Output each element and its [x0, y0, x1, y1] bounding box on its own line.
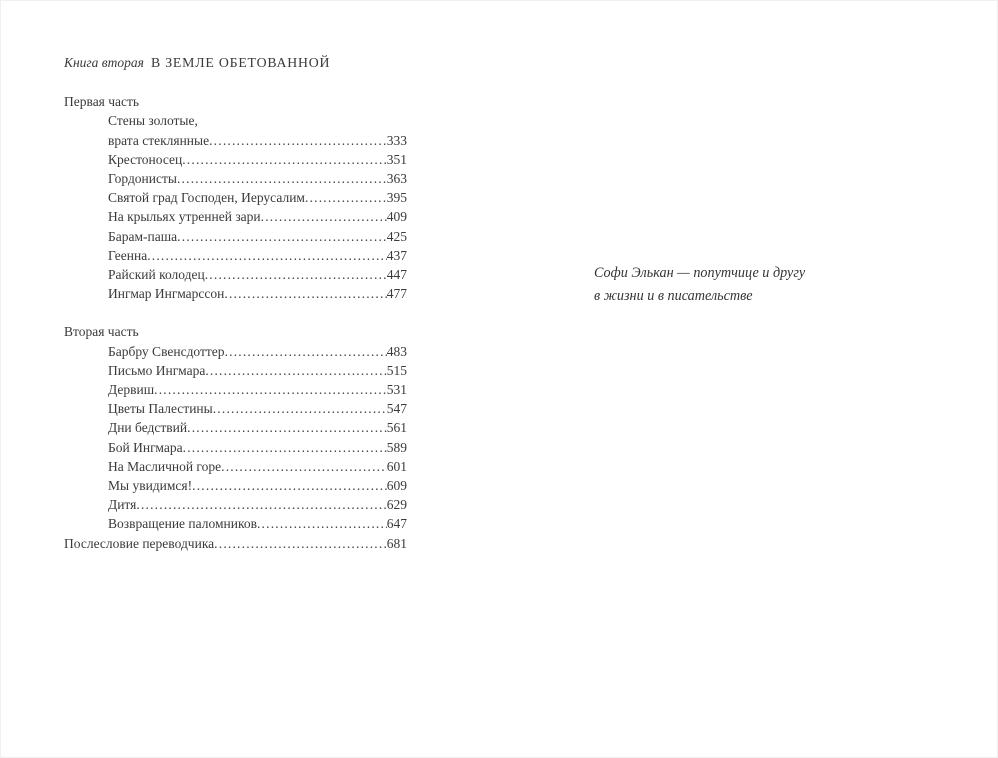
- toc-entry-page: 333: [386, 132, 407, 148]
- dot-leader: [183, 438, 387, 457]
- toc-entry-page: 547: [386, 401, 407, 417]
- toc-row: Возвращение паломников 647: [108, 514, 407, 533]
- toc-entry-page: 629: [386, 497, 407, 513]
- toc-entry-title: Гордонисты: [108, 171, 177, 187]
- toc-entry-title: врата стеклянные: [108, 132, 210, 148]
- toc-entry-title: Ингмар Ингмарссон: [108, 286, 225, 302]
- toc-row: Барам-паша 425: [108, 227, 407, 246]
- toc-entry-page: 409: [386, 209, 407, 225]
- toc-section-part-2: Вторая часть Барбру Свенсдоттер 483 Письмо…: [64, 322, 407, 533]
- toc-entry-page: 363: [386, 171, 407, 187]
- toc-entry-title: Барбру Свенсдоттер: [108, 343, 225, 359]
- toc-entry-page: 681: [386, 535, 407, 551]
- toc-entry-page: 589: [386, 439, 407, 455]
- dot-leader: [209, 131, 387, 150]
- toc-entry-title: Дервиш: [108, 382, 155, 398]
- toc-entry-title: Крестоносец: [108, 151, 183, 167]
- toc-row: Крестоносец 351: [108, 150, 407, 169]
- dot-leader: [225, 342, 387, 361]
- toc-entry-title: Дни бедствий: [108, 420, 188, 436]
- toc-entry-page: 561: [386, 420, 407, 436]
- toc-entry-pretitle: Стены золотые,: [108, 113, 198, 129]
- book-title: В ЗЕМЛЕ ОБЕТОВАННОЙ: [150, 55, 331, 70]
- dot-leader: [214, 534, 387, 553]
- toc-entry-title: Барам-паша: [108, 228, 178, 244]
- toc-entries-2: Барбру Свенсдоттер 483 Письмо Ингмара 515 Де…: [64, 342, 407, 534]
- dot-leader: [187, 418, 387, 437]
- toc-row: Цветы Палестины 547: [108, 399, 407, 418]
- toc-row: Дервиш 531: [108, 380, 407, 399]
- toc-row: врата стеклянные 333: [108, 131, 407, 150]
- toc-entry-page: 477: [386, 286, 407, 302]
- dot-leader: [305, 188, 387, 207]
- book-header: Книга вторая В ЗЕМЛЕ ОБЕТОВАННОЙ: [64, 53, 407, 72]
- dot-leader: [221, 457, 387, 476]
- dot-leader: [224, 284, 386, 303]
- dot-leader: [154, 380, 387, 399]
- toc-row: Райский колодец 447: [108, 265, 407, 284]
- dot-leader: [213, 399, 387, 418]
- toc-row: На Масличной горе 601: [108, 457, 407, 476]
- toc-entry-page: 531: [386, 382, 407, 398]
- dot-leader: [147, 246, 387, 265]
- toc-entry-title: На Масличной горе: [108, 458, 222, 474]
- dot-leader: [205, 265, 387, 284]
- toc-entry-page: 647: [386, 516, 407, 532]
- toc-entry-page: 425: [386, 228, 407, 244]
- toc-entry-title: Цветы Палестины: [108, 401, 213, 417]
- toc-page: Книга вторая В ЗЕМЛЕ ОБЕТОВАННОЙ Первая ч…: [64, 53, 407, 553]
- toc-entry-title: Бой Ингмара: [108, 439, 183, 455]
- toc-entry-page: 437: [386, 247, 407, 263]
- toc-entry-page: 395: [386, 190, 407, 206]
- toc-entry-page: 447: [386, 267, 407, 283]
- toc-row: Барбру Свенсдоттер 483: [108, 342, 407, 361]
- series-label: Книга вторая: [64, 55, 144, 70]
- toc-row: Ингмар Ингмарссон 477: [108, 284, 407, 303]
- toc-entry-title: Возвращение паломников: [108, 516, 257, 532]
- dot-leader: [257, 514, 387, 533]
- toc-section-label: Вторая часть: [64, 324, 139, 340]
- toc-row: Бой Ингмара 589: [108, 438, 407, 457]
- dedication-line-1: Софи Элькан — попутчице и другу: [594, 265, 806, 281]
- toc-entry-page: 601: [386, 458, 407, 474]
- toc-row: Святой град Господен, Иерусалим 395: [108, 188, 407, 207]
- toc-row: Письмо Ингмара 515: [108, 361, 407, 380]
- toc-entry-title: Райский колодец: [108, 267, 205, 283]
- dedication-page: Софи Элькан — попутчице и другу в жизни …: [594, 262, 854, 307]
- dot-leader: [177, 169, 387, 188]
- toc-entry-title: На крыльях утренней зари: [108, 209, 261, 225]
- toc-row: На крыльях утренней зари 409: [108, 207, 407, 226]
- toc-entry-title: Геенна: [108, 247, 148, 263]
- toc-entry-title: Письмо Ингмара: [108, 362, 206, 378]
- toc-row: Геенна 437: [108, 246, 407, 265]
- toc-entry-page: 515: [386, 362, 407, 378]
- toc-entry-title: Послесловие переводчика: [64, 535, 215, 551]
- dot-leader: [182, 150, 387, 169]
- toc-entry-page: 351: [386, 151, 407, 167]
- toc-entry-title: Мы увидимся!: [108, 478, 193, 494]
- toc-row: Дни бедствий 561: [108, 418, 407, 437]
- dot-leader: [177, 227, 387, 246]
- toc-row: Дитя 629: [108, 495, 407, 514]
- toc: Первая часть Стены золотые, врата стеклян…: [64, 92, 407, 553]
- toc-entry-page: 609: [386, 478, 407, 494]
- toc-section-part-1: Первая часть Стены золотые, врата стеклян…: [64, 92, 407, 303]
- toc-row: Мы увидимся! 609: [108, 476, 407, 495]
- toc-row-afterword: Послесловие переводчика 681: [64, 534, 407, 553]
- toc-section-label: Первая часть: [64, 94, 140, 110]
- toc-entry-title: Святой град Господен, Иерусалим: [108, 190, 305, 206]
- dot-leader: [192, 476, 387, 495]
- toc-entry-page: 483: [386, 343, 407, 359]
- dot-leader: [205, 361, 386, 380]
- dot-leader: [261, 207, 387, 226]
- toc-row: Гордонисты 363: [108, 169, 407, 188]
- dot-leader: [136, 495, 386, 514]
- dedication-line-2: в жизни и в писательстве: [594, 287, 753, 304]
- toc-entry-title: Дитя: [108, 497, 137, 513]
- toc-entries-1: Стены золотые, врата стеклянные 333 Крестон…: [64, 111, 407, 303]
